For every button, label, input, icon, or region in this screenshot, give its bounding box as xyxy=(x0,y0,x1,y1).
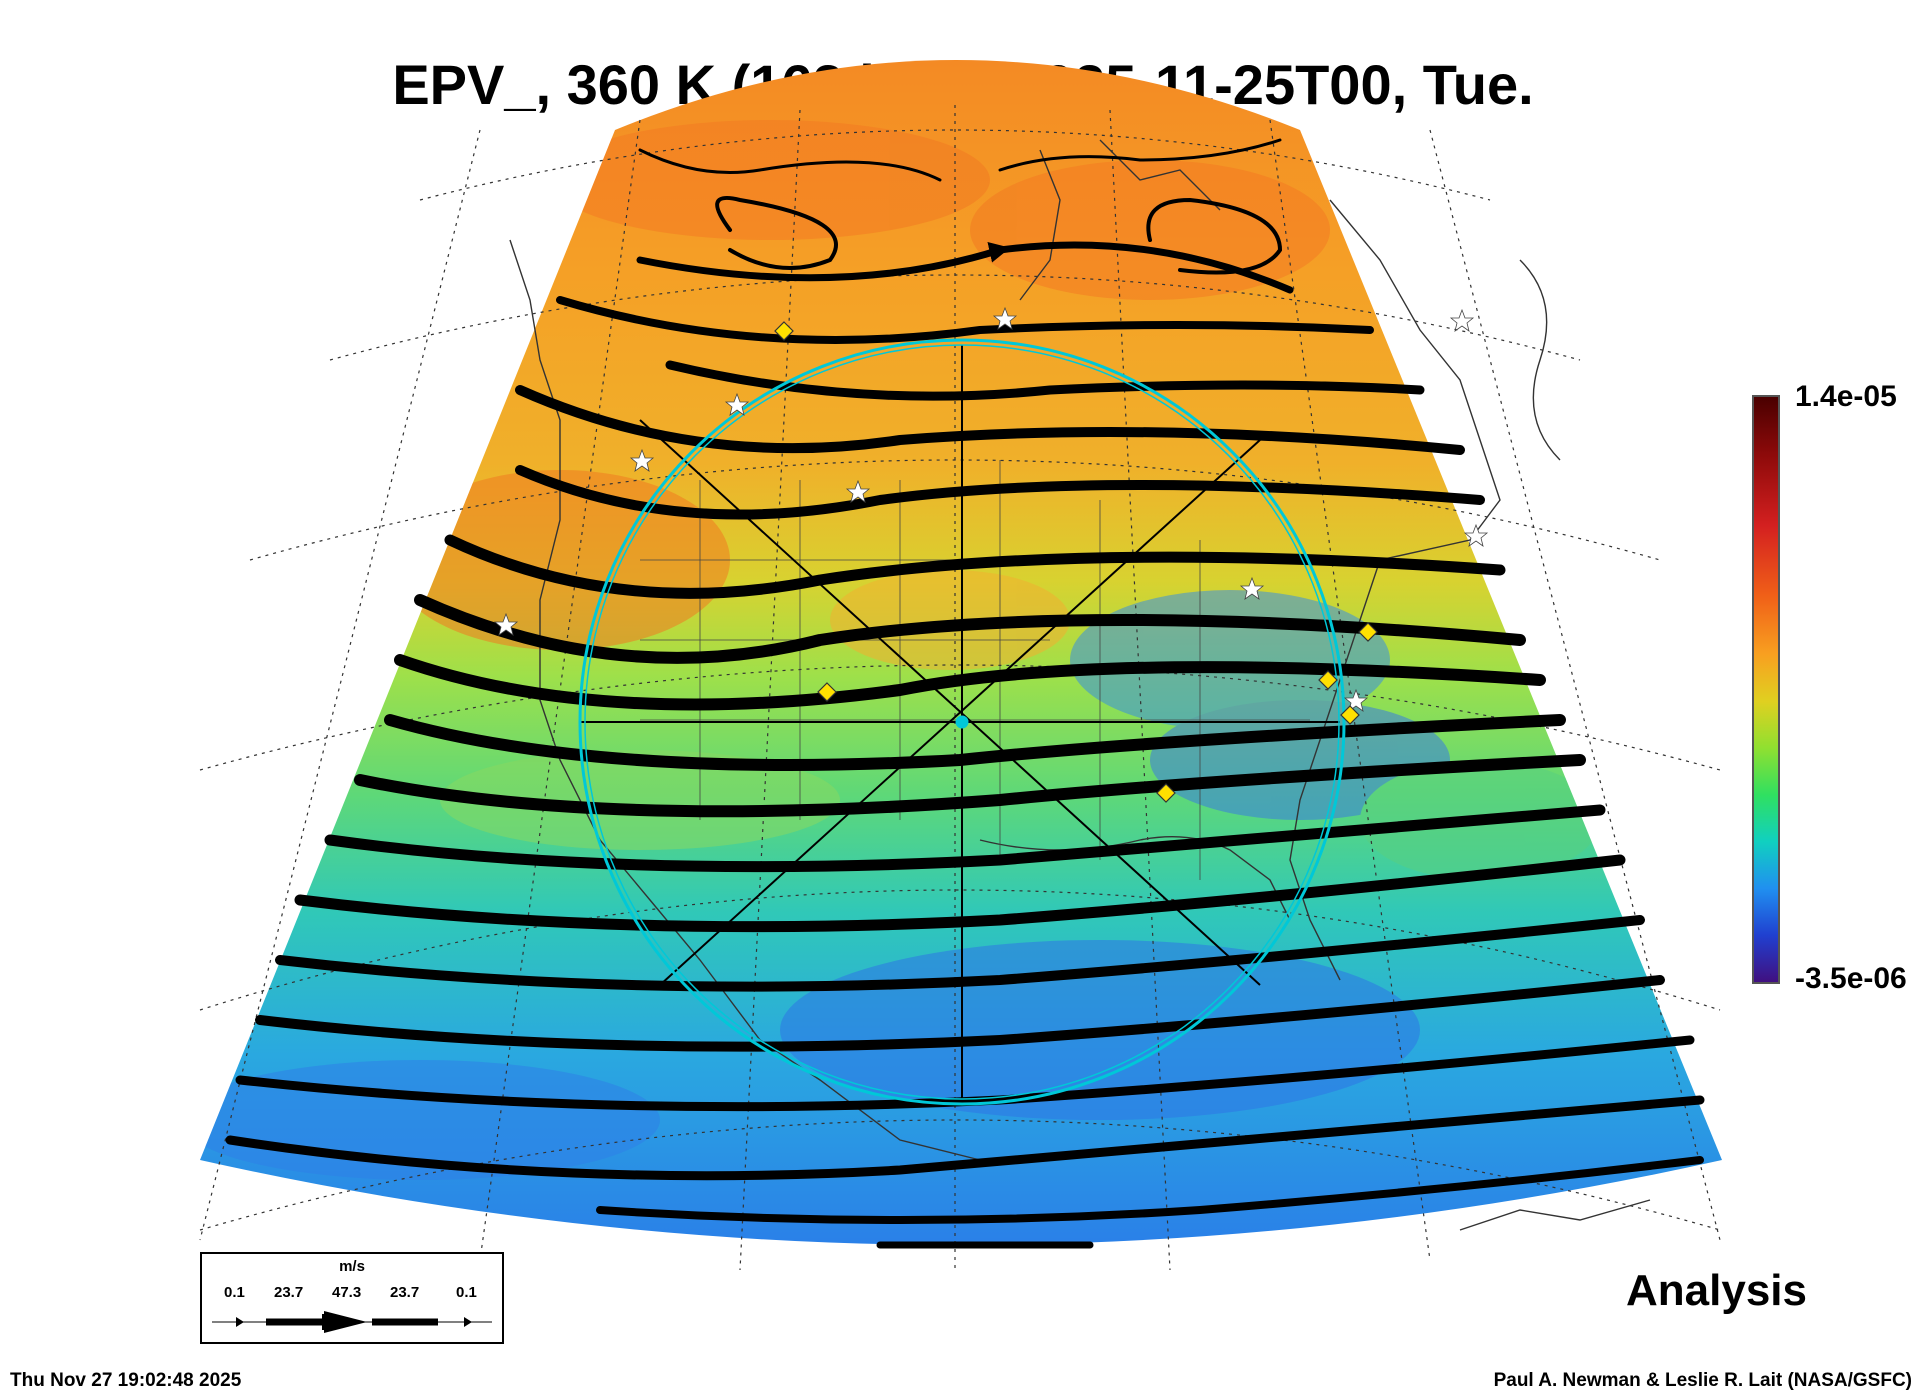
cross-section-lines xyxy=(580,345,1340,1100)
legend-value: 23.7 xyxy=(390,1284,420,1301)
legend-value: 0.1 xyxy=(224,1284,245,1301)
station-diamonds xyxy=(774,321,1378,803)
streamlines xyxy=(225,138,1705,1249)
legend-arrow-scale xyxy=(212,1311,492,1333)
star-marker xyxy=(845,479,871,503)
diamond-marker xyxy=(1358,622,1378,642)
star-marker xyxy=(493,612,519,636)
legend-value: 23.7 xyxy=(274,1284,304,1301)
star-marker xyxy=(1463,523,1489,547)
star-marker xyxy=(1239,576,1265,600)
diamond-marker xyxy=(774,321,794,341)
diamond-marker xyxy=(1156,783,1176,803)
timestamp: Thu Nov 27 19:02:48 2025 xyxy=(10,1370,242,1391)
state-lines xyxy=(640,460,1330,880)
epv-field xyxy=(200,60,1722,1245)
legend-value: 47.3 xyxy=(332,1284,362,1301)
wind-speed-legend: m/s 0.1 23.7 47.3 23.7 0.1 xyxy=(200,1252,504,1344)
star-marker xyxy=(724,392,750,416)
colorbar xyxy=(1752,395,1780,984)
diamond-marker xyxy=(1318,670,1338,690)
analysis-label: Analysis xyxy=(1626,1266,1807,1315)
colorbar-min-label: -3.5e-06 xyxy=(1795,962,1907,995)
station-stars xyxy=(493,306,1489,712)
star-marker xyxy=(992,306,1018,330)
colorbar-max-label: 1.4e-05 xyxy=(1795,380,1897,413)
legend-unit: m/s xyxy=(339,1258,365,1275)
range-circle xyxy=(578,338,1346,1106)
star-marker xyxy=(1449,308,1475,332)
graticule xyxy=(199,105,1721,1271)
star-marker xyxy=(629,448,655,472)
diamond-marker xyxy=(1340,705,1360,725)
credit-line: Paul A. Newman & Leslie R. Lait (NASA/GS… xyxy=(1493,1370,1912,1391)
diamond-marker xyxy=(817,682,837,702)
legend-value: 0.1 xyxy=(456,1284,477,1301)
